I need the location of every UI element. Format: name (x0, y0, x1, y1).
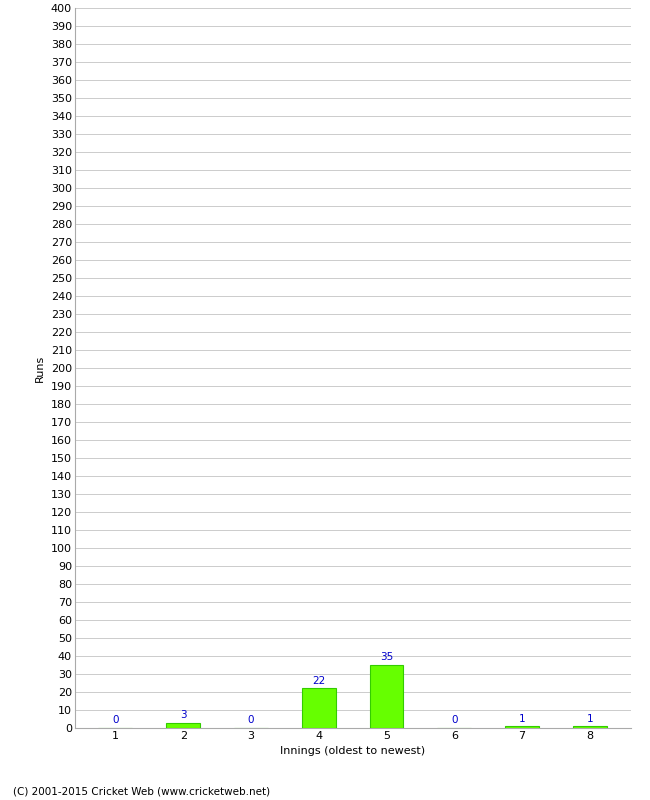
Y-axis label: Runs: Runs (35, 354, 45, 382)
Text: 1: 1 (519, 714, 525, 723)
Text: 3: 3 (180, 710, 187, 720)
Text: 1: 1 (586, 714, 593, 723)
Text: 22: 22 (312, 676, 326, 686)
Bar (302, 688, 335, 728)
Text: (C) 2001-2015 Cricket Web (www.cricketweb.net): (C) 2001-2015 Cricket Web (www.cricketwe… (13, 786, 270, 796)
Text: 35: 35 (380, 652, 393, 662)
Bar (505, 726, 539, 728)
Text: 0: 0 (112, 715, 119, 726)
X-axis label: Innings (oldest to newest): Innings (oldest to newest) (280, 746, 425, 756)
Text: 0: 0 (248, 715, 254, 726)
Text: 0: 0 (451, 715, 458, 726)
Bar (166, 722, 200, 728)
Bar (573, 726, 607, 728)
Bar (370, 665, 404, 728)
